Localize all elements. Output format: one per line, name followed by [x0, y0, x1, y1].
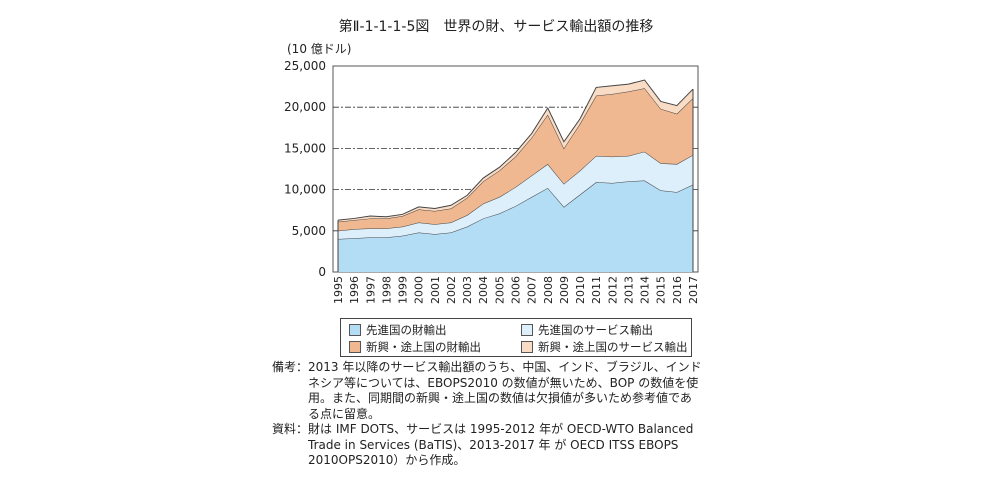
x-tick-label: 2015	[655, 276, 668, 304]
notes-text: 2013 年以降のサービス輸出額のうち、中国、インド、ブラジル、インドネシア等に…	[308, 360, 702, 421]
legend-label: 先進国の財輸出	[366, 323, 447, 337]
x-tick-label: 2007	[526, 276, 539, 304]
x-tick-label: 2006	[510, 276, 523, 304]
legend: 先進国の財輸出 先進国のサービス輸出 新興・途上国の財輸出 新興・途上国のサービ…	[340, 318, 692, 357]
legend-label: 先進国のサービス輸出	[538, 323, 653, 337]
x-tick-label: 2013	[622, 276, 635, 304]
source-label: 資料：	[272, 422, 309, 436]
x-tick-label: 2003	[461, 276, 474, 304]
x-tick-label: 1996	[348, 276, 361, 304]
y-tick-label: 25,000	[284, 59, 326, 73]
legend-swatch	[349, 341, 361, 353]
area-series-3	[338, 88, 693, 231]
x-tick-label: 2002	[445, 276, 458, 304]
chart-title: 第Ⅱ-1-1-1-5図 世界の財、サービス輸出額の推移	[338, 19, 654, 35]
y-tick-label: 20,000	[284, 100, 326, 114]
notes-label: 備考：	[272, 360, 309, 374]
y-tick-label: 15,000	[284, 141, 326, 155]
series-line-4	[337, 79, 694, 221]
legend-label: 新興・途上国のサービス輸出	[538, 340, 688, 354]
legend-item: 新興・途上国の財輸出	[349, 339, 481, 355]
x-tick-label: 1997	[364, 276, 377, 304]
legend-swatch	[521, 341, 533, 353]
y-tick-label: 0	[318, 265, 326, 279]
x-tick-label: 2017	[687, 276, 700, 304]
y-axis-unit: (10 億ドル)	[287, 42, 352, 56]
x-tick-label: 2004	[477, 276, 490, 304]
x-tick-label: 2016	[671, 276, 684, 304]
legend-label: 新興・途上国の財輸出	[366, 340, 481, 354]
area-series-2	[338, 151, 693, 240]
y-tick-label: 5,000	[292, 224, 326, 238]
x-tick-label: 1998	[380, 276, 393, 304]
legend-swatch	[521, 324, 533, 336]
x-tick-label: 2011	[590, 276, 603, 304]
legend-item: 新興・途上国のサービス輸出	[521, 339, 688, 355]
source-text: 財は IMF DOTS、サービスは 1995-2012 年が OECD-WTO …	[308, 422, 694, 467]
x-tick-label: 2005	[493, 276, 506, 304]
area-series-1	[338, 180, 693, 272]
x-tick-label: 2012	[606, 276, 619, 304]
legend-item: 先進国のサービス輸出	[521, 322, 653, 338]
legend-item: 先進国の財輸出	[349, 322, 447, 338]
x-tick-label: 2008	[542, 276, 555, 304]
notes: 備考： 2013 年以降のサービス輸出額のうち、中国、インド、ブラジル、インドネシ…	[272, 360, 702, 469]
x-tick-label: 2001	[429, 276, 442, 304]
x-tick-label: 1995	[332, 276, 345, 304]
x-tick-label: 2010	[574, 276, 587, 304]
x-tick-label: 2009	[558, 276, 571, 304]
y-tick-label: 10,000	[284, 183, 326, 197]
x-tick-label: 2000	[413, 276, 426, 304]
x-tick-label: 1999	[397, 276, 410, 304]
legend-swatch	[349, 324, 361, 336]
x-tick-label: 2014	[639, 276, 652, 304]
